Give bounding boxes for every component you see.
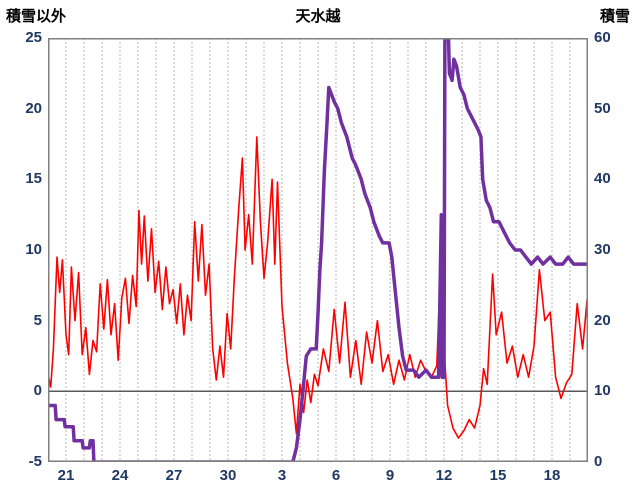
x-axis-tick-label: 15 [489, 467, 507, 484]
x-axis-tick-label: 18 [543, 467, 561, 484]
left-axis-tick-label: 25 [25, 29, 42, 46]
left-axis-tick-label: 15 [25, 170, 42, 188]
left-axis-title: 積雪以外 [6, 8, 67, 25]
right-axis-tick-label: 20 [594, 311, 611, 329]
right-axis-tick-label: 60 [594, 29, 611, 46]
x-axis-tick-label: 9 [385, 467, 395, 484]
x-axis-tick-label: 21 [57, 467, 75, 484]
chart-title: 天水越 [295, 8, 341, 25]
x-axis-tick-label: 12 [435, 467, 453, 484]
right-axis-tick-label: 30 [594, 241, 611, 258]
left-axis-tick-label: 10 [25, 241, 42, 258]
x-axis-tick-label: 30 [219, 467, 237, 484]
left-axis-tick-label: -5 [28, 453, 42, 470]
right-axis-tick-label: 50 [594, 99, 611, 117]
left-axis-tick-label: 5 [33, 311, 42, 329]
right-axis-title: 積雪 [599, 8, 630, 25]
x-axis-tick-label: 6 [331, 467, 341, 484]
chart-canvas [48, 38, 588, 462]
right-axis-tick-label: 0 [594, 453, 603, 470]
left-axis-tick-label: 0 [33, 382, 42, 400]
x-axis-tick-label: 27 [165, 467, 183, 484]
left-axis-tick-label: 20 [25, 99, 42, 117]
right-axis-tick-label: 40 [594, 170, 611, 188]
plot-area [48, 38, 588, 462]
right-axis-tick-label: 10 [594, 382, 611, 400]
x-axis-tick-label: 3 [277, 467, 287, 484]
x-axis-tick-label: 24 [111, 467, 129, 484]
